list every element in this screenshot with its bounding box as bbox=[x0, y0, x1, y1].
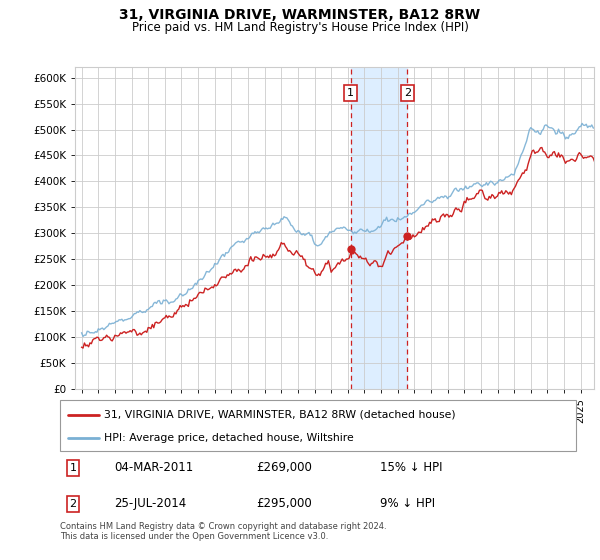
Text: Price paid vs. HM Land Registry's House Price Index (HPI): Price paid vs. HM Land Registry's House … bbox=[131, 21, 469, 34]
Text: 1: 1 bbox=[70, 463, 76, 473]
Text: 1: 1 bbox=[347, 88, 354, 98]
Bar bbox=[350, 67, 407, 389]
Text: 2: 2 bbox=[70, 499, 76, 509]
Text: 04-MAR-2011: 04-MAR-2011 bbox=[114, 461, 193, 474]
Text: HPI: Average price, detached house, Wiltshire: HPI: Average price, detached house, Wilt… bbox=[104, 433, 353, 443]
FancyBboxPatch shape bbox=[60, 400, 576, 451]
Text: 15% ↓ HPI: 15% ↓ HPI bbox=[380, 461, 442, 474]
Text: 2: 2 bbox=[404, 88, 411, 98]
Text: 31, VIRGINIA DRIVE, WARMINSTER, BA12 8RW: 31, VIRGINIA DRIVE, WARMINSTER, BA12 8RW bbox=[119, 8, 481, 22]
Text: £295,000: £295,000 bbox=[256, 497, 312, 510]
Text: Contains HM Land Registry data © Crown copyright and database right 2024.
This d: Contains HM Land Registry data © Crown c… bbox=[60, 522, 386, 542]
Text: 25-JUL-2014: 25-JUL-2014 bbox=[114, 497, 187, 510]
Text: 9% ↓ HPI: 9% ↓ HPI bbox=[380, 497, 435, 510]
Text: 31, VIRGINIA DRIVE, WARMINSTER, BA12 8RW (detached house): 31, VIRGINIA DRIVE, WARMINSTER, BA12 8RW… bbox=[104, 409, 455, 419]
Text: £269,000: £269,000 bbox=[256, 461, 312, 474]
